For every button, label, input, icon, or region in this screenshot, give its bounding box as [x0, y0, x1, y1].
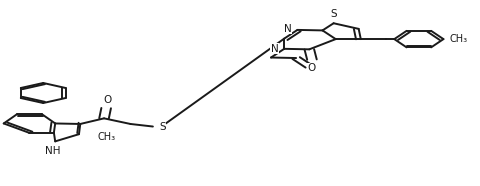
Text: N: N [284, 24, 292, 34]
Text: S: S [330, 9, 337, 19]
Text: CH₃: CH₃ [449, 34, 468, 44]
Text: N: N [271, 44, 278, 54]
Text: NH: NH [45, 146, 60, 156]
Text: O: O [104, 95, 112, 105]
Text: O: O [308, 63, 316, 73]
Text: CH₃: CH₃ [97, 132, 116, 142]
Text: S: S [159, 121, 166, 132]
